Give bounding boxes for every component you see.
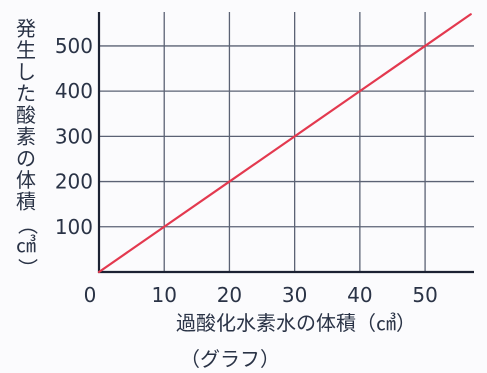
y-tick-label: 500: [55, 34, 93, 58]
y-axis-title-char: ㎤: [16, 233, 36, 257]
x-tick-label: 20: [217, 283, 242, 307]
series-line-1: [97, 13, 472, 274]
x-tick-label: 10: [151, 283, 176, 307]
chart-caption: （グラフ）: [180, 347, 280, 371]
tick-labels: 10 20 30 40 50 100 200 300 400 500 0: [55, 34, 438, 307]
x-tick-label: 30: [282, 283, 307, 307]
y-axis-title-char: し: [16, 60, 36, 84]
y-tick-label: 200: [55, 170, 93, 194]
x-tick-label: 40: [347, 283, 372, 307]
y-tick-label: 400: [55, 79, 93, 103]
y-axis-title-char: の: [16, 146, 36, 170]
x-axis-title: 過酸化水素水の体積（㎤）: [176, 311, 416, 335]
y-axis-title-char: （: [16, 215, 40, 235]
y-axis-title-char: た: [16, 81, 36, 105]
y-axis-title-char: 生: [16, 38, 36, 62]
origin-label: 0: [84, 283, 97, 307]
y-axis-title-char: 発: [16, 17, 36, 41]
series: [97, 13, 472, 274]
y-axis-title-char: 酸: [16, 103, 36, 127]
axes: [97, 12, 474, 274]
y-axis-title-char: ）: [16, 258, 40, 278]
y-axis-title-char: 体: [16, 168, 36, 192]
x-tick-label: 50: [412, 283, 437, 307]
y-axis-title-char: 積: [16, 190, 36, 214]
y-axis-title-char: 素: [16, 125, 36, 149]
y-tick-label: 100: [55, 215, 93, 239]
grid: [99, 12, 474, 272]
y-tick-label: 300: [55, 124, 93, 148]
